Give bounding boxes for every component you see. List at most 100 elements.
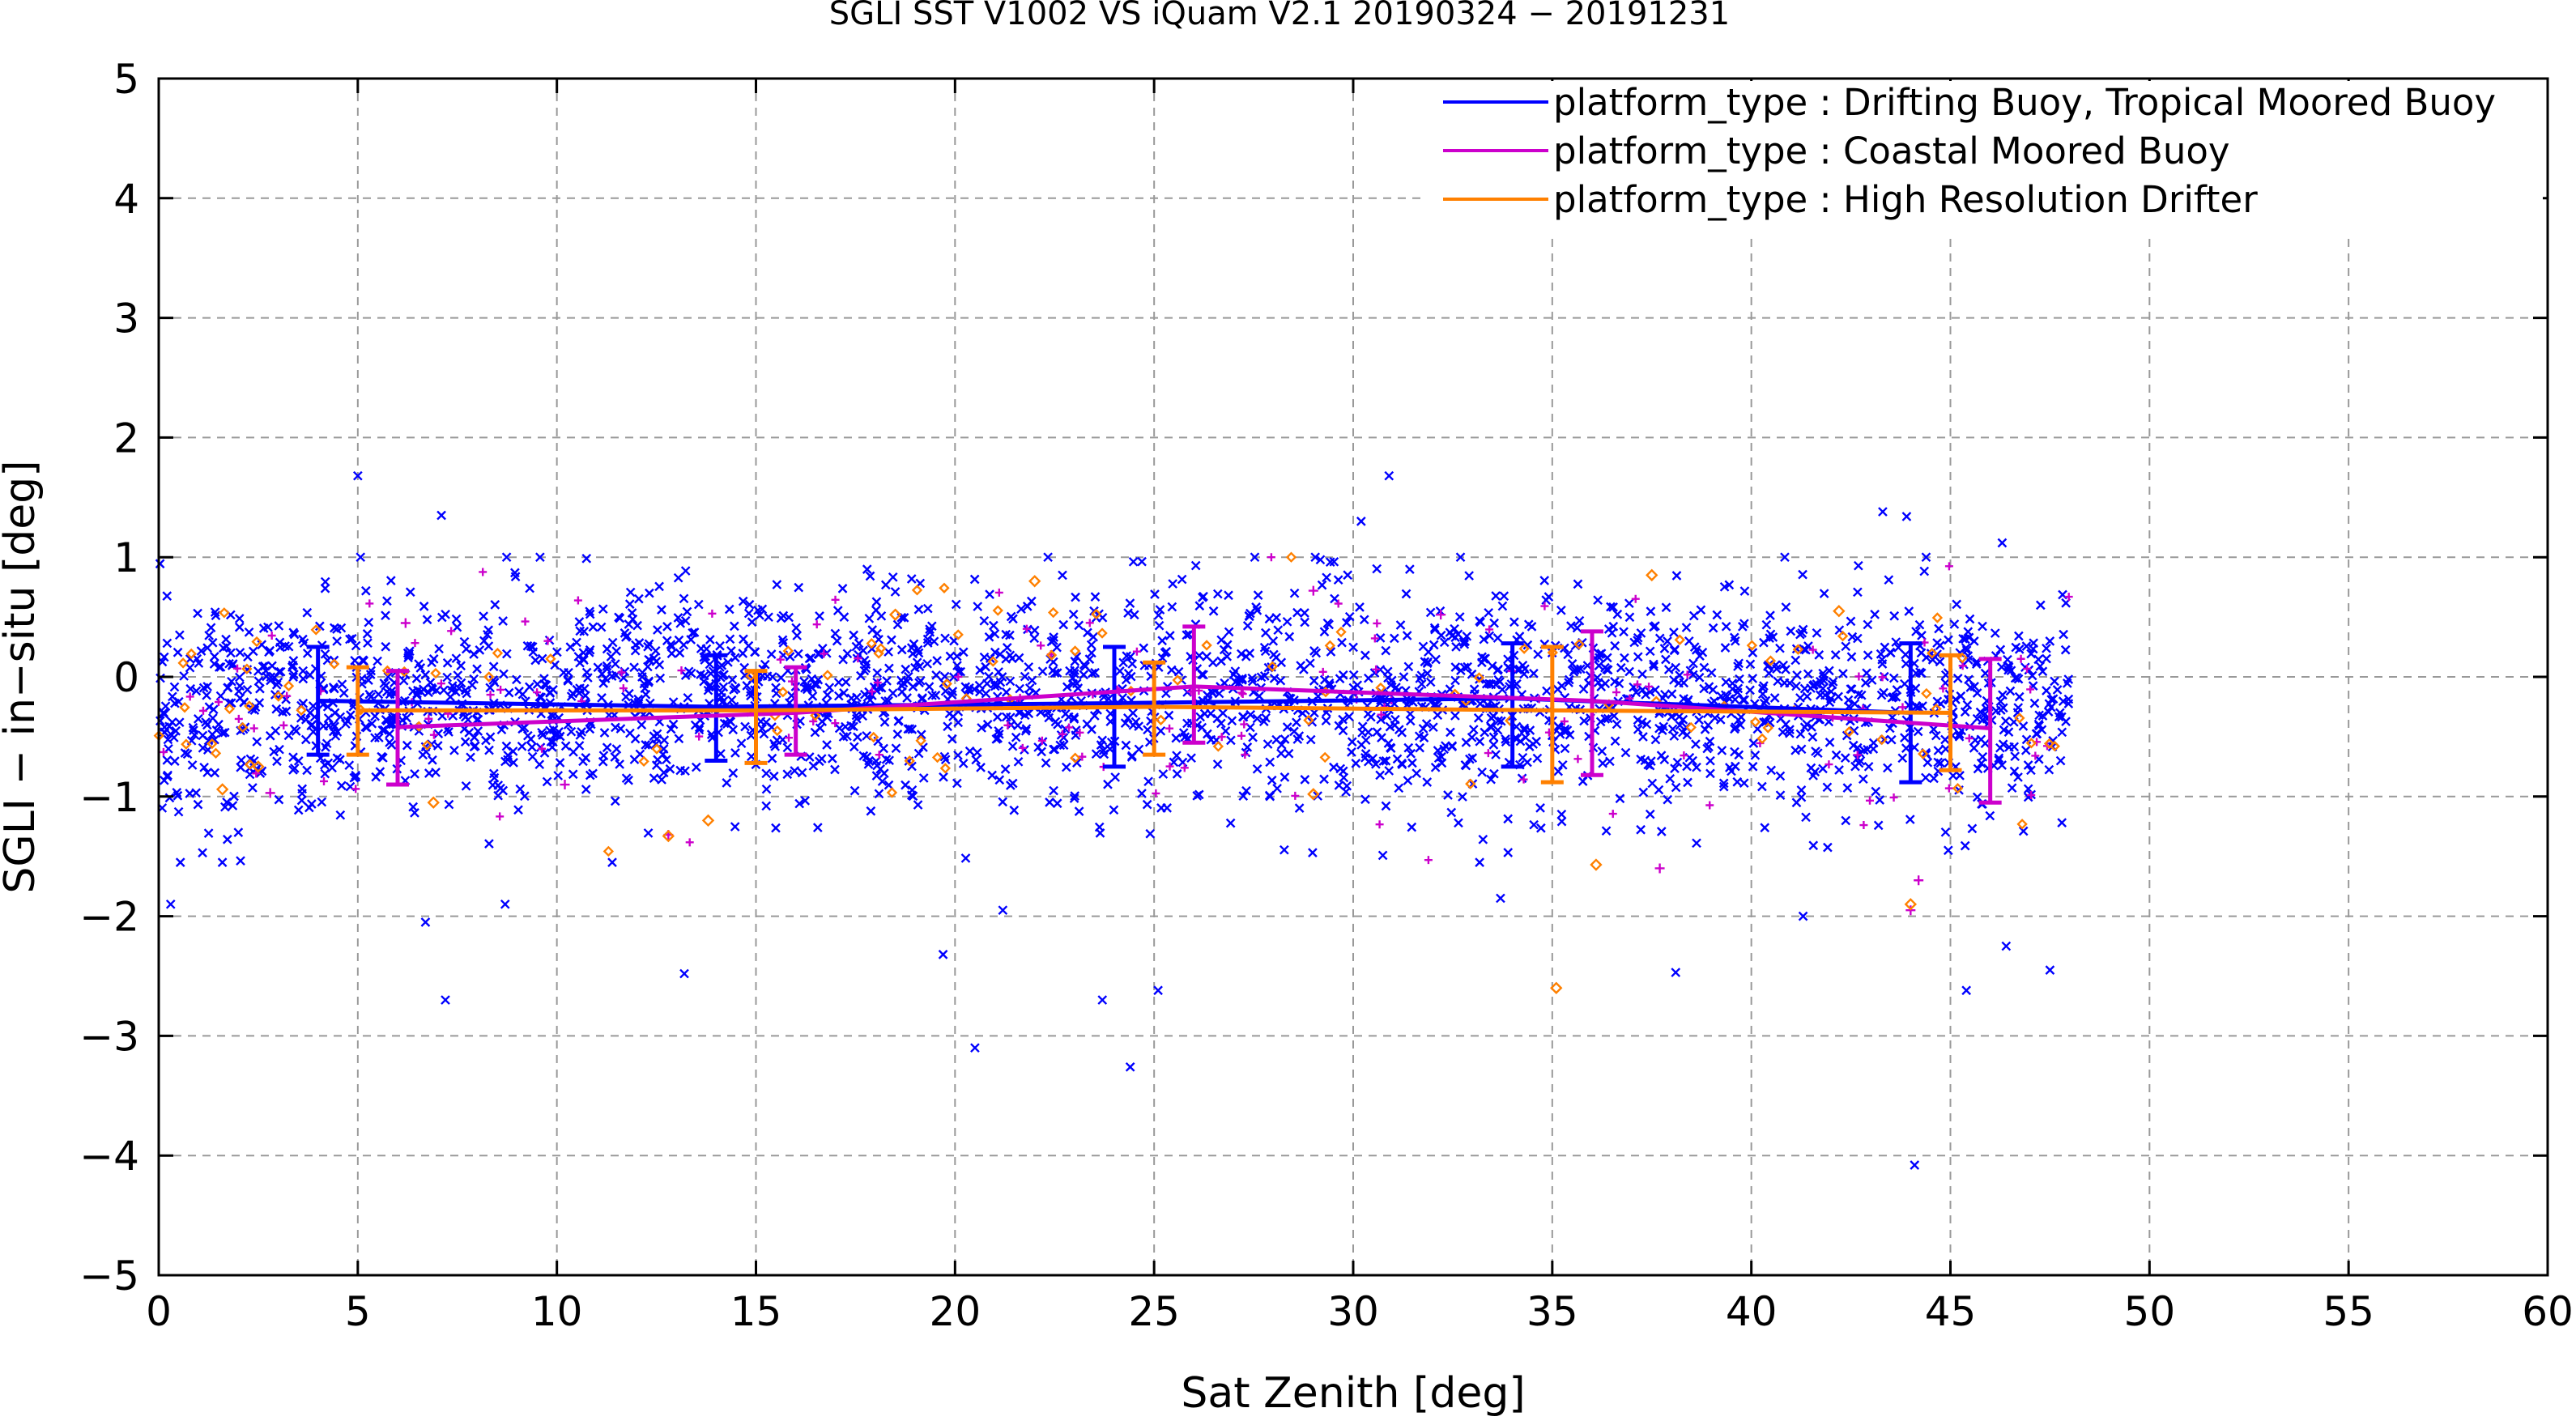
- point-drifting: [2013, 674, 2024, 684]
- point-drifting: [170, 698, 180, 708]
- point-drifting: [373, 689, 384, 700]
- point-drifting: [945, 651, 956, 661]
- point-drifting: [1411, 768, 1422, 779]
- point-drifting: [530, 655, 541, 666]
- point-drifting: [1300, 617, 1310, 627]
- point-drifting: [1450, 662, 1461, 672]
- point-drifting: [1351, 759, 1361, 768]
- point-drifting: [1699, 662, 1710, 673]
- point-drifting: [1764, 668, 1774, 678]
- point-drifting: [953, 750, 963, 760]
- point-drifting: [666, 724, 676, 734]
- point-hrd: [177, 657, 189, 669]
- point-drifting: [1214, 688, 1224, 699]
- point-drifting: [358, 655, 368, 666]
- point-drifting: [764, 612, 773, 623]
- point-drifting: [1029, 633, 1040, 644]
- point-drifting: [772, 580, 782, 589]
- point-drifting: [1341, 787, 1351, 797]
- point-drifting: [673, 613, 683, 623]
- point-drifting: [1620, 747, 1631, 758]
- point-drifting: [323, 713, 334, 723]
- point-drifting: [1068, 678, 1078, 689]
- point-drifting: [1052, 668, 1062, 678]
- x-tick-label: 25: [1128, 1288, 1180, 1335]
- point-drifting: [1308, 848, 1318, 857]
- point-drifting: [1322, 572, 1331, 583]
- point-drifting: [892, 730, 903, 739]
- point-drifting: [1212, 759, 1223, 769]
- point-drifting: [364, 675, 373, 685]
- point-drifting: [866, 806, 876, 816]
- point-drifting: [470, 741, 480, 751]
- point-drifting: [839, 688, 849, 698]
- x-tick-label: 50: [2124, 1288, 2176, 1335]
- point-drifting: [1216, 635, 1227, 645]
- point-drifting: [244, 627, 254, 637]
- point-drifting: [2009, 742, 2020, 752]
- point-drifting: [1692, 838, 1701, 849]
- point-drifting: [574, 741, 585, 751]
- point-coastal: [1854, 672, 1863, 681]
- point-drifting: [1252, 764, 1262, 774]
- point-drifting: [1347, 747, 1356, 757]
- point-drifting: [1808, 771, 1818, 781]
- point-drifting: [1252, 713, 1262, 724]
- point-drifting: [964, 746, 975, 756]
- point-hrd: [545, 653, 556, 665]
- point-drifting: [1262, 739, 1273, 749]
- point-drifting: [174, 717, 185, 728]
- point-drifting: [1978, 715, 1988, 725]
- point-hrd: [886, 787, 898, 798]
- point-drifting: [1089, 711, 1100, 721]
- point-drifting: [1760, 823, 1770, 833]
- point-drifting: [1954, 731, 1965, 742]
- point-drifting: [1529, 819, 1539, 830]
- point-coastal: [1241, 751, 1250, 759]
- point-drifting: [1911, 700, 1922, 711]
- point-drifting: [2056, 712, 2067, 722]
- point-drifting: [479, 611, 488, 621]
- legend-label-hrd: platform_type : High Resolution Drifter: [1553, 178, 2258, 221]
- point-drifting: [271, 704, 282, 714]
- outlier-points: [165, 470, 2055, 1170]
- point-drifting: [1809, 679, 1819, 690]
- point-drifting: [981, 661, 990, 672]
- point-drifting: [1503, 814, 1513, 824]
- point-drifting: [1475, 699, 1485, 709]
- point-drifting: [422, 615, 432, 625]
- point-drifting: [725, 634, 735, 644]
- point-drifting: [1083, 627, 1092, 638]
- point-drifting: [1820, 690, 1830, 700]
- point-drifting: [514, 687, 524, 696]
- point-drifting: [649, 731, 659, 742]
- point-drifting: [1999, 725, 2009, 735]
- point-coastal: [776, 655, 785, 664]
- point-drifting: [412, 688, 422, 699]
- point-drifting: [982, 719, 993, 730]
- point-drifting: [2005, 686, 2016, 696]
- point-drifting: [666, 649, 677, 658]
- point-drifting: [833, 677, 844, 687]
- point-drifting: [622, 631, 632, 641]
- point-hrd: [185, 648, 197, 660]
- point-drifting: [444, 727, 453, 737]
- point-drifting: [1724, 694, 1735, 704]
- point-hrd: [421, 739, 433, 751]
- point-drifting: [650, 645, 661, 656]
- point-drifting: [1190, 560, 1201, 571]
- point-drifting: [460, 737, 470, 747]
- point-coastal: [1484, 749, 1492, 758]
- point-drifting: [766, 649, 777, 659]
- point-drifting: [428, 654, 439, 664]
- point-drifting: [1834, 765, 1844, 775]
- point-coastal: [1377, 710, 1386, 719]
- point-coastal: [867, 687, 876, 696]
- outlier-point: [1028, 575, 1041, 588]
- point-coastal: [2064, 593, 2073, 602]
- point-drifting: [1013, 756, 1024, 767]
- point-drifting: [1523, 619, 1534, 630]
- point-drifting: [1605, 756, 1615, 767]
- point-drifting: [893, 717, 904, 726]
- point-drifting: [1573, 664, 1582, 674]
